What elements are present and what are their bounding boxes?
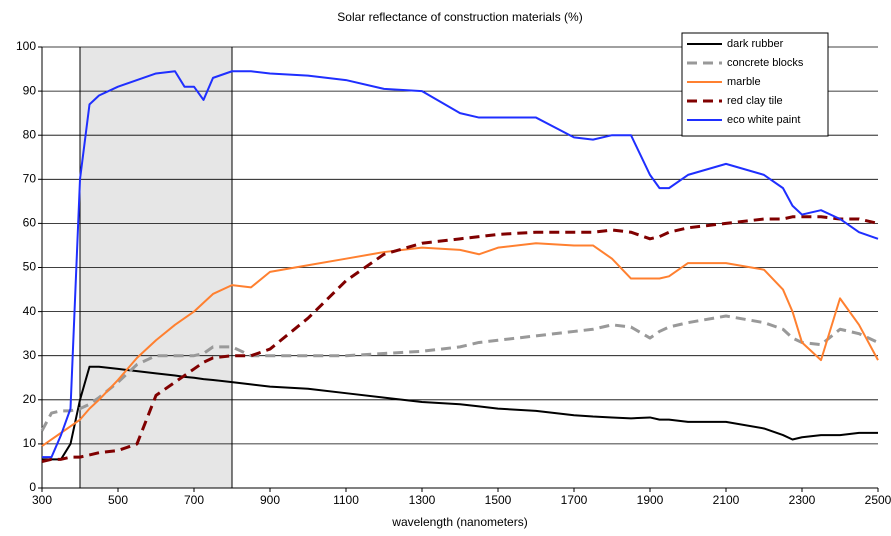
x-tick-label: 1300 [409,493,436,507]
legend-label: red clay tile [727,95,783,107]
x-tick-label: 700 [184,493,204,507]
y-tick-label: 40 [23,304,37,318]
x-axis-label: wavelength (nanometers) [391,515,527,529]
y-tick-label: 50 [23,260,37,274]
series-line [42,70,879,459]
legend-label: eco white paint [727,114,800,126]
legend-label: dark rubber [727,38,784,50]
x-tick-label: 1700 [561,493,588,507]
x-tick-label: 2500 [865,493,891,507]
series-line [42,365,878,461]
y-tick-label: 100 [16,39,36,53]
y-tick-label: 60 [23,216,37,230]
legend-box [681,32,829,137]
y-tick-label: 90 [23,83,37,97]
x-tick-label: 2100 [713,493,740,507]
y-tick-label: 80 [23,127,37,141]
y-tick-label: 10 [23,436,37,450]
x-tick-label: 900 [260,493,280,507]
x-tick-label: 2300 [789,493,816,507]
x-tick-label: 300 [32,493,52,507]
x-tick-label: 1500 [485,493,512,507]
series-line [41,215,879,464]
x-tick-label: 1100 [333,493,359,507]
x-tick-label: 500 [108,493,128,507]
y-tick-label: 20 [23,392,37,406]
legend: dark rubber concrete blocks marble red clay… [681,32,829,137]
legend-label: concrete blocks [727,57,804,69]
y-tick-label: 30 [23,348,37,362]
y-tick-label: 0 [29,480,36,494]
x-tick-label: 1900 [637,493,664,507]
series-line [41,242,879,447]
y-tick-label: 70 [23,171,37,185]
legend-label: marble [727,76,761,88]
chart-title: Solar reflectance of construction materi… [337,10,582,24]
